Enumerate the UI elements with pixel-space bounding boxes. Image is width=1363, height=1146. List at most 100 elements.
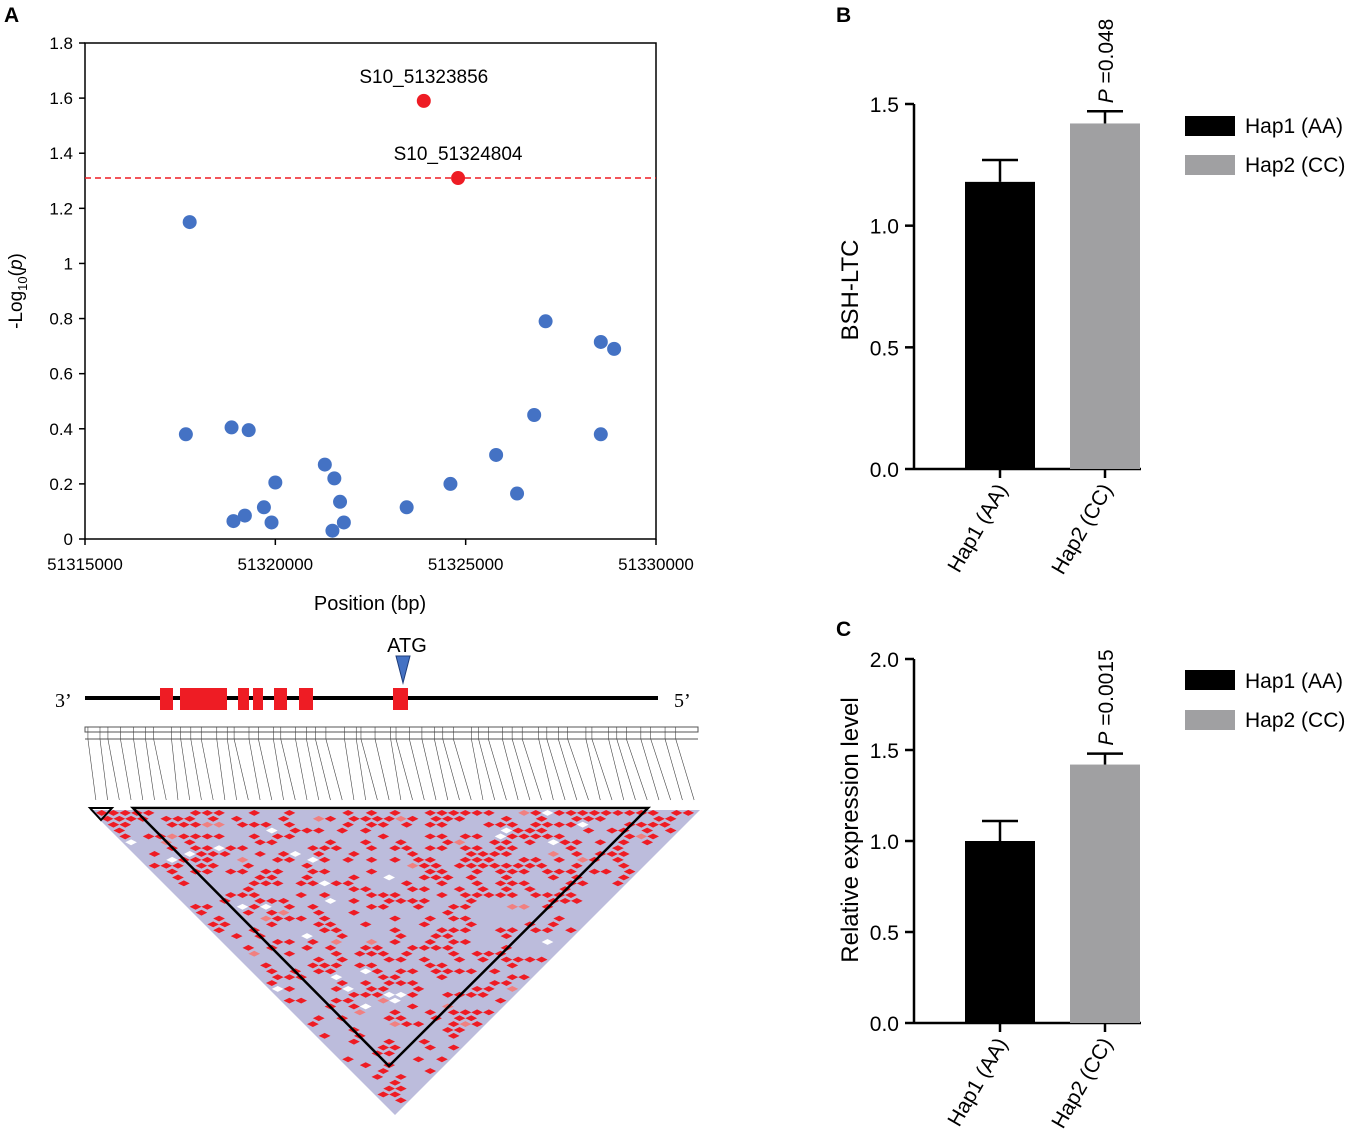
snp-point — [607, 341, 622, 356]
ld-cell — [377, 974, 390, 981]
ld-cell — [254, 839, 266, 846]
bar — [965, 181, 1035, 469]
ld-cell — [436, 810, 448, 816]
ld-cell — [565, 892, 577, 898]
y-axis-label: BSH-LTC — [837, 240, 864, 341]
legend-label: Hap1 (AA) — [1245, 115, 1343, 138]
ld-cell — [494, 880, 507, 887]
ld-cell — [113, 827, 126, 834]
ld-cell — [453, 1027, 466, 1033]
ld-cell — [529, 821, 542, 828]
ld-cell — [371, 968, 384, 975]
snp-connector — [216, 738, 226, 801]
panel-label-c: C — [836, 618, 851, 641]
ld-cell — [465, 968, 478, 975]
ld-cell — [348, 815, 360, 822]
ld-cell — [541, 939, 554, 945]
ld-cell — [453, 815, 466, 822]
ld-cell — [260, 880, 272, 887]
ld-cell — [242, 944, 255, 951]
ld-cell — [494, 845, 507, 852]
ld-cell — [377, 903, 390, 910]
ld-cell — [371, 991, 384, 998]
ld-cell — [441, 839, 454, 846]
ld-cell — [594, 839, 607, 846]
ld-cell — [201, 868, 214, 875]
snp-connector — [567, 738, 589, 801]
ld-cell — [535, 815, 548, 822]
ld-cell — [213, 821, 225, 828]
ld-cell — [406, 944, 419, 951]
plot-frame — [84, 42, 657, 540]
significant-snp-point — [416, 93, 431, 108]
ld-cell — [389, 974, 401, 981]
ld-cell — [570, 815, 583, 822]
ld-cell — [348, 909, 360, 916]
ld-cell — [183, 839, 196, 846]
ld-cell — [465, 1015, 478, 1022]
ld-cell — [377, 892, 390, 898]
snp-point — [538, 314, 553, 329]
legend-swatch-hap1 — [1185, 116, 1235, 136]
ld-cell — [348, 874, 360, 881]
ld-cell — [424, 833, 437, 840]
ld-cell — [342, 985, 354, 992]
ld-cell — [318, 962, 331, 969]
ld-cell — [500, 839, 513, 846]
ld-cell — [447, 1021, 460, 1028]
ld-cell — [353, 962, 366, 969]
ld-cell — [635, 833, 648, 840]
snp-connector — [434, 738, 449, 801]
ld-cell — [465, 851, 478, 857]
ld-cell — [465, 874, 478, 881]
ld-cell — [482, 950, 495, 957]
ld-cell — [236, 856, 249, 863]
ld-cell — [248, 821, 261, 828]
ld-cell — [254, 851, 266, 857]
ld-cell — [406, 991, 419, 998]
snp-label: S10_51324804 — [394, 144, 523, 165]
ld-cell — [365, 868, 378, 875]
ld-cell — [477, 956, 489, 963]
ld-cell — [365, 950, 378, 957]
ld-cell — [506, 868, 519, 875]
ld-cell — [506, 962, 519, 969]
snp-point — [224, 420, 239, 435]
ld-cell — [207, 862, 220, 869]
ld-cell — [330, 974, 343, 981]
ld-cell — [459, 1021, 472, 1028]
x-tick-label: 51315000 — [47, 555, 123, 574]
ld-cell — [248, 950, 261, 957]
ld-cell — [377, 1091, 390, 1098]
three-prime-label: 3’ — [55, 690, 72, 712]
y-tick-label: 1.5 — [870, 740, 899, 763]
x-tick-label: 51320000 — [238, 555, 314, 574]
ld-cell — [389, 1079, 401, 1086]
ld-cell — [236, 845, 249, 852]
ld-cell — [477, 991, 489, 998]
ld-cell — [377, 1068, 390, 1074]
ld-cell — [482, 985, 495, 992]
bar — [1070, 123, 1140, 469]
ld-cell — [271, 939, 284, 945]
ld-cell — [307, 856, 319, 863]
ld-heatmap — [84, 726, 700, 1115]
ld-cell — [459, 845, 472, 852]
ld-cell — [383, 991, 395, 998]
ld-cell — [400, 880, 413, 887]
snp-point — [510, 486, 525, 501]
ld-cell — [441, 909, 454, 916]
snp-connector — [626, 738, 648, 801]
panel-label-b: B — [836, 4, 851, 27]
ld-cell — [447, 915, 460, 922]
ld-cell — [365, 810, 378, 816]
ld-cell — [177, 833, 190, 840]
ld-cell — [494, 892, 507, 898]
ld-cell — [254, 897, 266, 904]
ld-cell — [348, 897, 360, 904]
snp-connector — [478, 738, 496, 801]
ld-cell — [506, 880, 519, 887]
snp-connector — [273, 738, 284, 801]
y-tick-label: 0.0 — [870, 459, 899, 482]
